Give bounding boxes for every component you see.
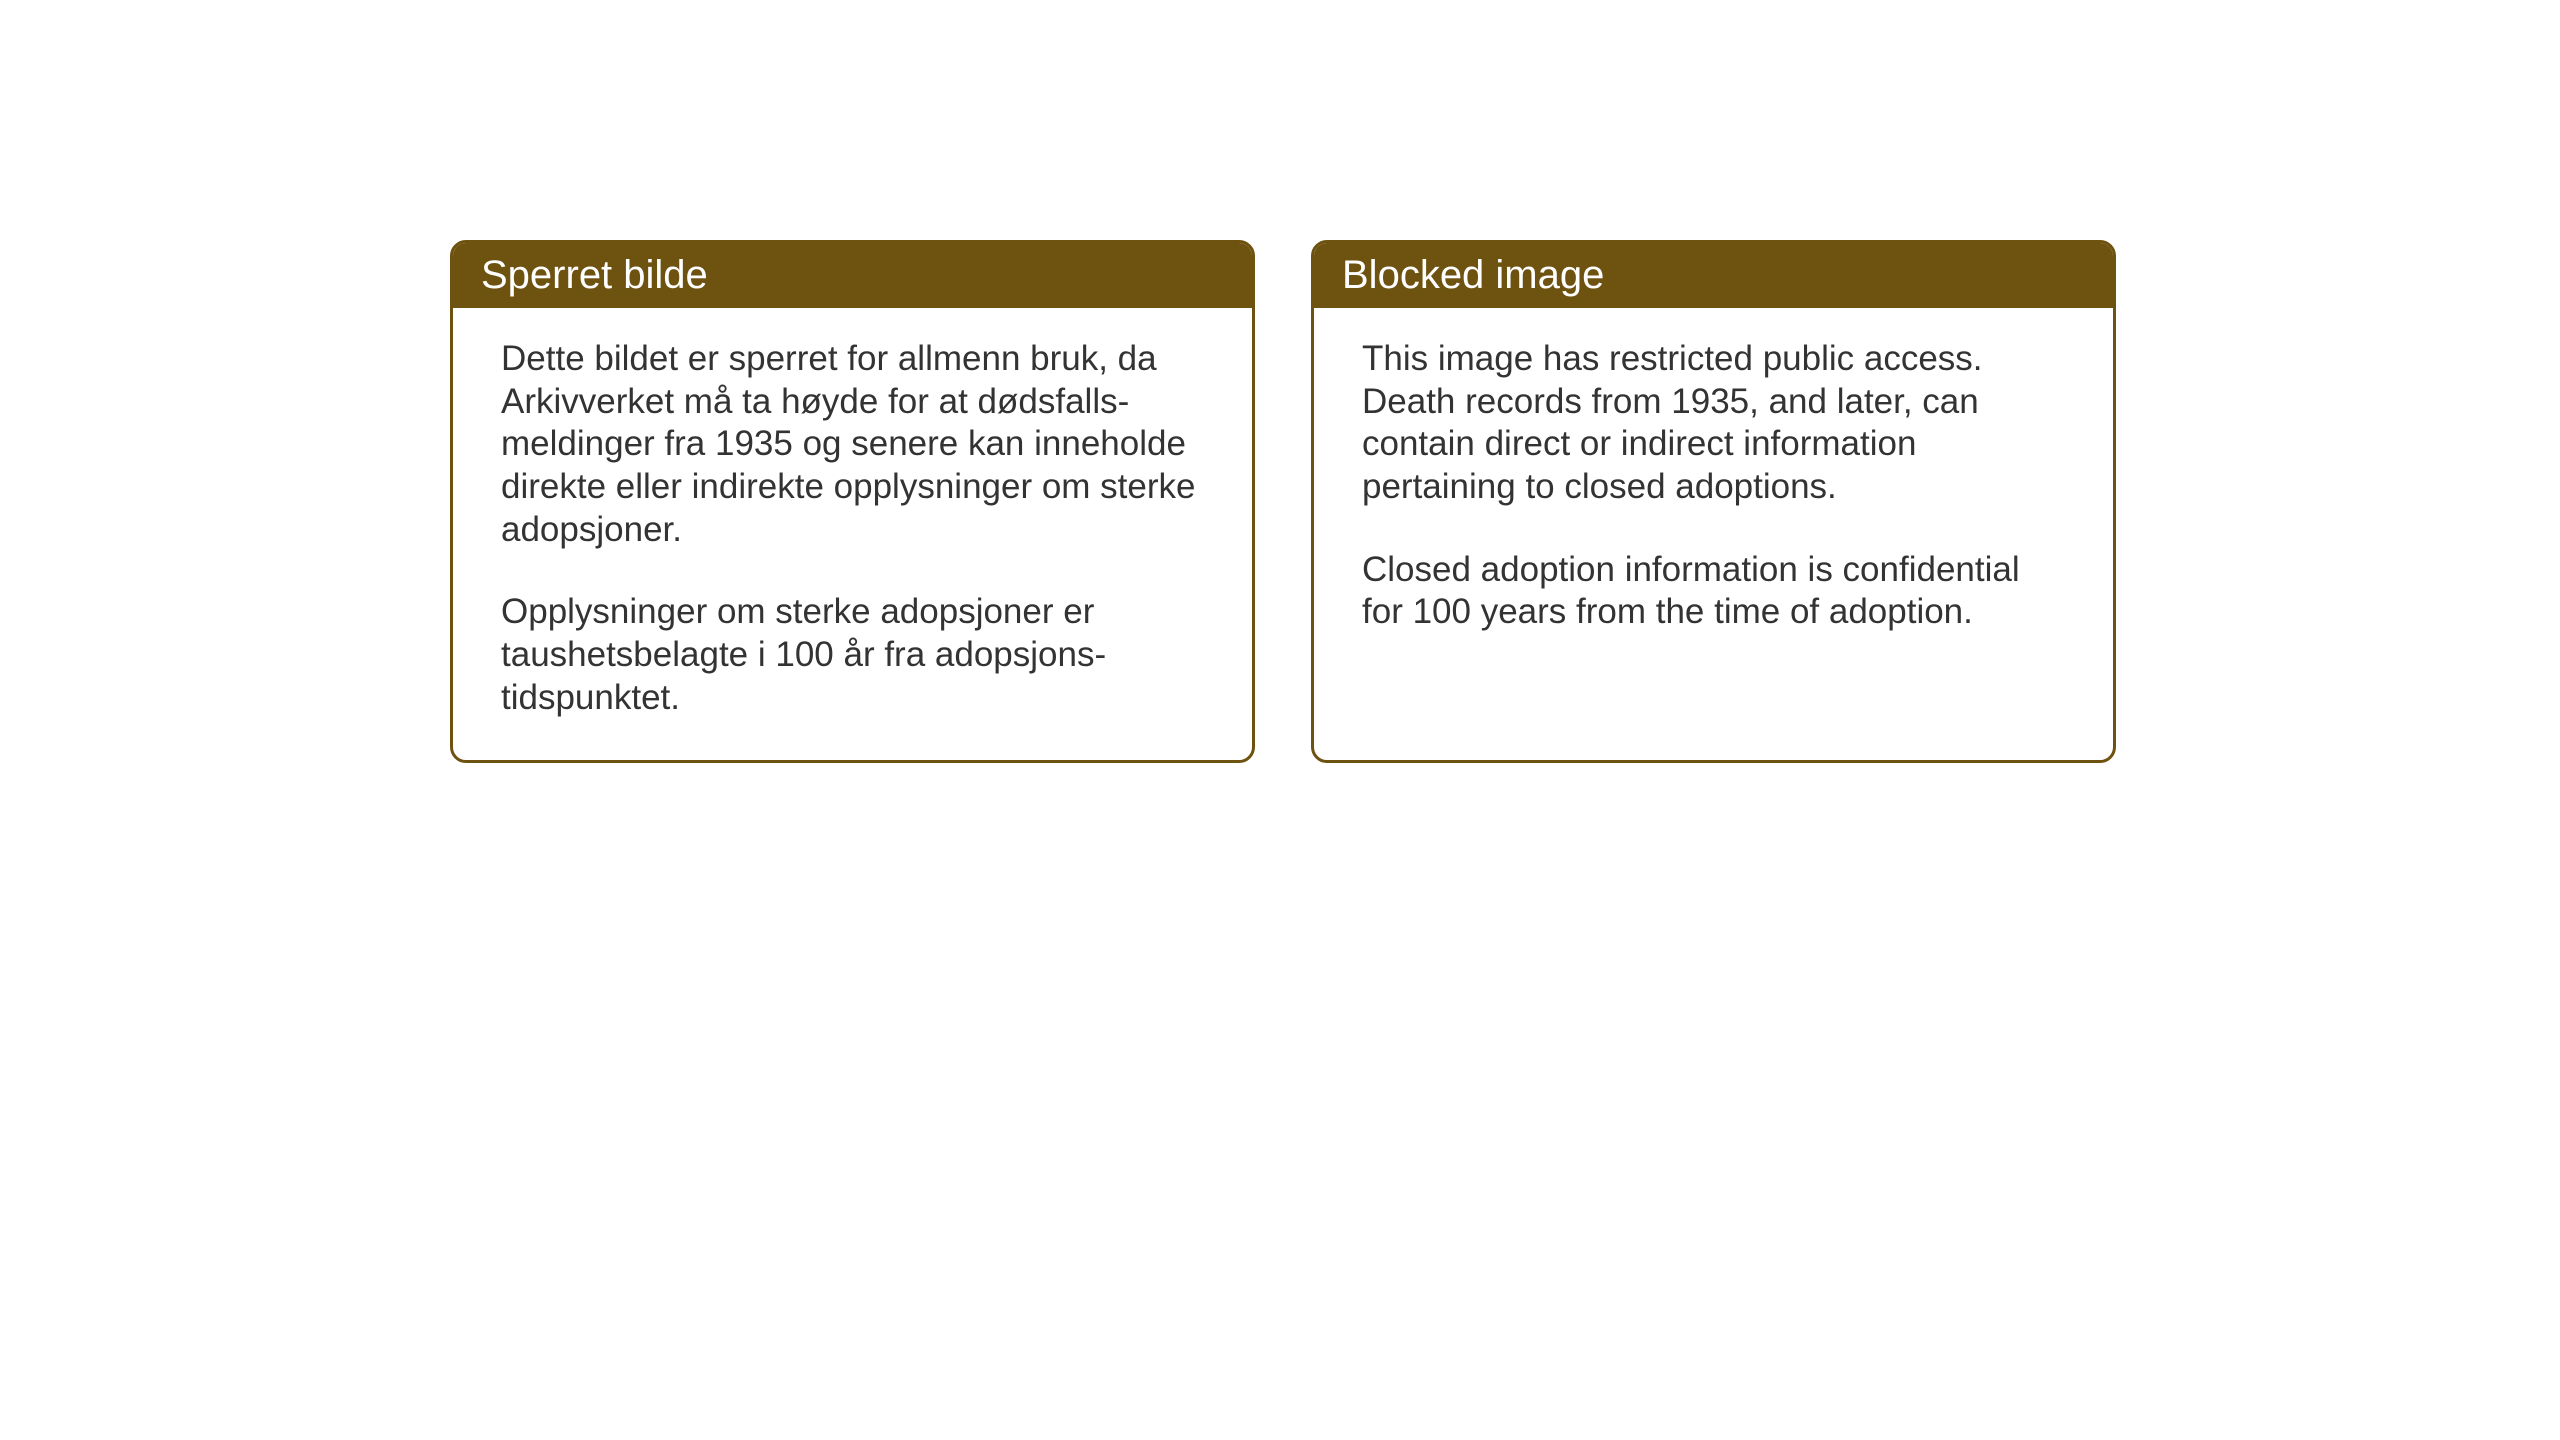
- card-body-english: This image has restricted public access.…: [1314, 308, 2113, 748]
- card-header-english: Blocked image: [1314, 243, 2113, 308]
- card-paragraph1-norwegian: Dette bildet er sperret for allmenn bruk…: [501, 338, 1204, 551]
- card-title-norwegian: Sperret bilde: [481, 253, 708, 297]
- card-body-norwegian: Dette bildet er sperret for allmenn bruk…: [453, 308, 1252, 760]
- card-norwegian: Sperret bilde Dette bildet er sperret fo…: [450, 240, 1255, 763]
- card-header-norwegian: Sperret bilde: [453, 243, 1252, 308]
- card-title-english: Blocked image: [1342, 253, 1604, 297]
- card-paragraph2-english: Closed adoption information is confident…: [1362, 549, 2065, 634]
- card-paragraph1-english: This image has restricted public access.…: [1362, 338, 2065, 509]
- card-paragraph2-norwegian: Opplysninger om sterke adopsjoner er tau…: [501, 591, 1204, 719]
- cards-container: Sperret bilde Dette bildet er sperret fo…: [450, 240, 2116, 763]
- card-english: Blocked image This image has restricted …: [1311, 240, 2116, 763]
